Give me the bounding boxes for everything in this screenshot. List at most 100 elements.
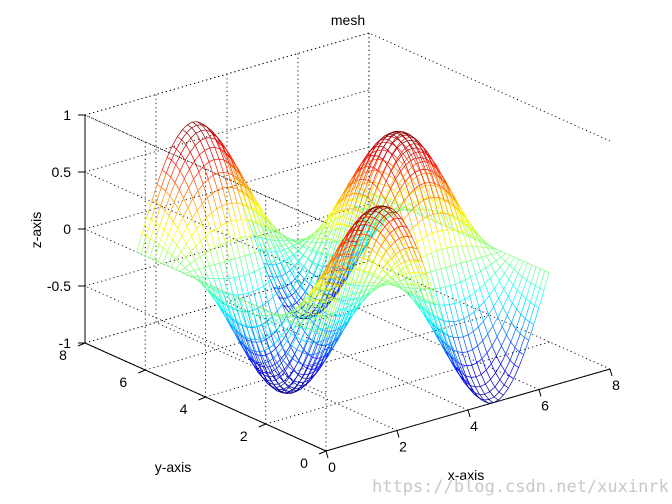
mesh-line: [347, 240, 353, 243]
mesh-line: [186, 243, 191, 252]
mesh-line: [400, 138, 406, 143]
mesh-line: [469, 292, 476, 297]
mesh-line: [424, 298, 430, 302]
mesh-line: [305, 293, 312, 304]
mesh-line: [283, 262, 290, 269]
mesh-line: [299, 266, 305, 274]
mesh-line: [340, 308, 346, 321]
mesh-line: [420, 157, 427, 160]
mesh-line: [179, 271, 185, 274]
mesh-line: [281, 273, 286, 277]
mesh-line: [405, 272, 411, 275]
mesh-line: [419, 285, 425, 300]
mesh-line: [271, 228, 277, 232]
mesh-line: [331, 300, 337, 303]
mesh-line: [480, 241, 485, 244]
mesh-line: [358, 269, 364, 272]
mesh-line: [166, 255, 173, 266]
mesh-line: [194, 154, 200, 162]
mesh-line: [329, 240, 336, 257]
mesh-line: [362, 246, 368, 259]
mesh-line: [247, 354, 254, 365]
mesh-line: [332, 337, 338, 348]
mesh-line: [523, 339, 530, 355]
axes-lines: [77, 114, 613, 459]
mesh-line: [498, 391, 504, 396]
mesh-line: [279, 257, 285, 269]
mesh-line: [402, 140, 408, 144]
mesh-line: [501, 251, 507, 254]
mesh-line: [384, 138, 389, 141]
mesh-line: [340, 269, 347, 286]
mesh-line: [263, 262, 269, 276]
mesh-line: [428, 198, 434, 215]
mesh-line: [273, 231, 280, 241]
mesh-line: [398, 208, 404, 221]
mesh-line: [539, 287, 545, 291]
mesh-line: [491, 252, 497, 255]
mesh-line: [332, 337, 338, 344]
mesh-line: [476, 256, 482, 260]
mesh-line: [282, 235, 288, 241]
mesh-line: [173, 202, 179, 210]
mesh-line: [183, 187, 189, 199]
mesh-line: [413, 203, 419, 209]
mesh-line: [368, 261, 375, 275]
mesh-line: [478, 301, 485, 308]
mesh-line: [190, 137, 196, 146]
mesh-line: [368, 170, 374, 183]
mesh-line: [297, 269, 303, 280]
mesh-line: [316, 340, 322, 343]
mesh-line: [345, 194, 351, 198]
mesh-line: [516, 294, 523, 310]
mesh-line: [448, 201, 455, 207]
mesh-line: [287, 270, 294, 279]
mesh-line: [468, 311, 475, 317]
mesh-line: [317, 253, 323, 266]
mesh-line: [293, 370, 299, 375]
mesh-line: [391, 254, 396, 259]
mesh-line: [407, 290, 412, 294]
mesh-line: [368, 155, 375, 167]
mesh-line: [357, 296, 364, 307]
mesh-line: [233, 175, 239, 190]
mesh-line: [303, 254, 308, 260]
mesh-line: [292, 263, 299, 272]
mesh-line: [410, 152, 416, 156]
mesh-line: [379, 145, 384, 148]
mesh-line: [369, 216, 375, 219]
mesh-line: [294, 265, 300, 274]
mesh-line: [343, 233, 349, 245]
mesh-line: [292, 278, 298, 289]
mesh-line: [156, 170, 163, 185]
mesh-line: [269, 360, 275, 371]
mesh-line: [387, 245, 393, 254]
mesh-line: [414, 288, 420, 300]
mesh-line: [326, 215, 333, 228]
mesh-line: [287, 319, 292, 322]
mesh-line: [261, 237, 267, 240]
mesh-line: [472, 331, 478, 346]
mesh-line: [378, 222, 384, 228]
mesh-line: [220, 225, 226, 243]
mesh-line: [315, 316, 321, 330]
mesh-line: [459, 375, 465, 383]
mesh-line: [345, 295, 350, 309]
mesh-line: [499, 370, 506, 381]
mesh-line: [523, 260, 528, 264]
mesh-line: [228, 314, 234, 328]
mesh-line: [367, 259, 373, 263]
mesh-line: [503, 288, 509, 297]
mesh-line: [226, 204, 232, 222]
mesh-line: [323, 271, 330, 286]
mesh-line: [411, 260, 417, 265]
mesh-line: [453, 357, 458, 361]
mesh-line: [439, 337, 445, 343]
mesh-line: [399, 189, 405, 196]
mesh-line: [420, 168, 426, 171]
mesh-line: [402, 283, 408, 292]
mesh-line: [301, 352, 308, 355]
mesh-line: [330, 301, 337, 320]
mesh-line: [397, 151, 403, 159]
